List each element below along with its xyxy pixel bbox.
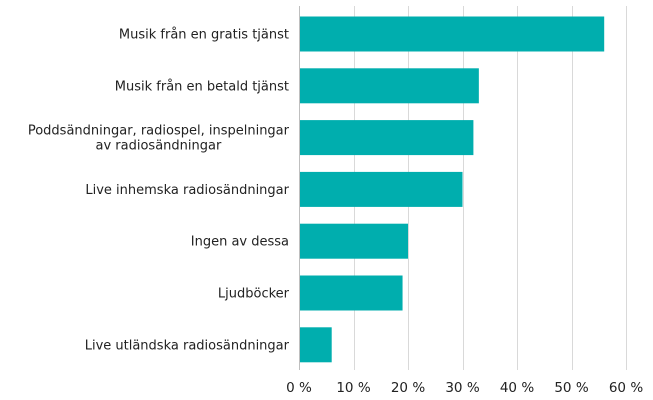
category-label: Live utländska radiosändningar bbox=[85, 338, 290, 353]
x-tick-label: 10 % bbox=[336, 380, 370, 396]
bar bbox=[300, 120, 474, 156]
category-label: Musik från en gratis tjänst bbox=[119, 28, 289, 43]
x-tick-label: 50 % bbox=[554, 380, 588, 396]
x-tick-label: 30 % bbox=[445, 380, 479, 396]
category-label: Ljudböcker bbox=[218, 287, 290, 302]
category-labels: Musik från en gratis tjänst Musik från en… bbox=[28, 28, 290, 354]
bar bbox=[300, 275, 403, 311]
bar bbox=[300, 171, 463, 207]
bar bbox=[300, 68, 479, 104]
category-label: Ingen av dessa bbox=[191, 235, 289, 250]
x-tick-labels: 0 % 10 % 20 % 30 % 40 % 50 % 60 % bbox=[286, 380, 643, 396]
category-label: Live inhemska radiosändningar bbox=[85, 183, 289, 198]
x-tick-label: 20 % bbox=[391, 380, 425, 396]
category-label: Musik från en betald tjänst bbox=[115, 79, 289, 94]
bars bbox=[300, 16, 605, 363]
category-label: Poddsändningar, radiospel, inspelningar a… bbox=[28, 124, 290, 154]
x-tick-label: 0 % bbox=[286, 380, 312, 396]
bar bbox=[300, 16, 605, 52]
bar bbox=[300, 223, 408, 259]
x-tick-label: 40 % bbox=[500, 380, 534, 396]
bar bbox=[300, 327, 332, 363]
x-tick-label: 60 % bbox=[609, 380, 643, 396]
